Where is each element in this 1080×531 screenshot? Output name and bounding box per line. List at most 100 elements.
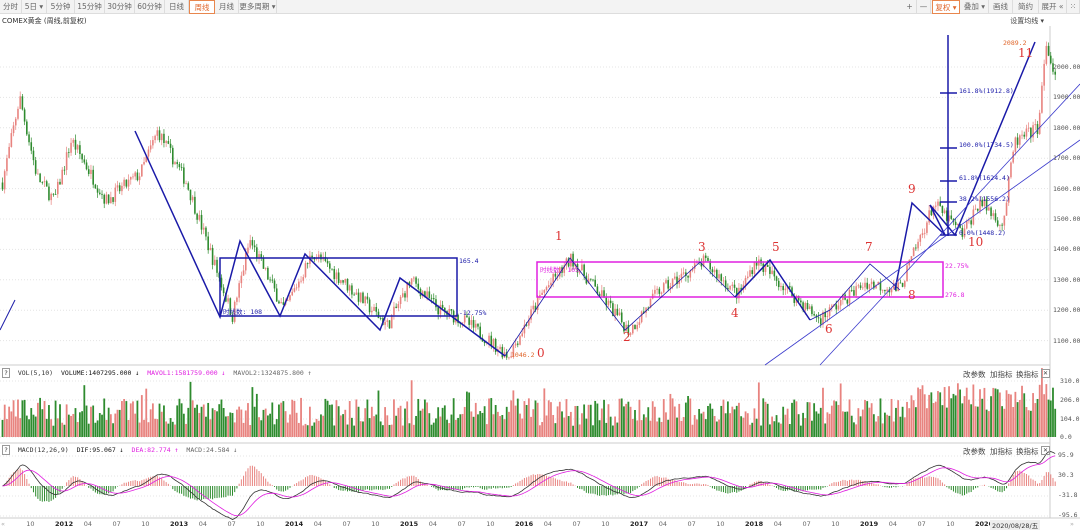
volume-bar (726, 401, 729, 437)
overlay-dropdown[interactable]: 叠加 ▾ (961, 0, 989, 14)
x-axis-label: 04 (543, 520, 553, 528)
candle (1010, 161, 1012, 179)
volume-bar (275, 419, 278, 437)
volume-bar (534, 400, 537, 437)
candle (56, 178, 59, 198)
period-tab-3[interactable]: 15分钟 (75, 0, 105, 14)
zoom-in-button[interactable]: + (903, 0, 917, 14)
close-panel-button[interactable]: ✕ (1041, 369, 1051, 378)
candle (868, 283, 871, 294)
macd-name: MACD(12,26,9) (17, 446, 69, 454)
simple-mode-button[interactable]: 简约 (1013, 0, 1039, 14)
toolbar: 分时 5日 ▾ 5分钟 15分钟 30分钟 60分钟 日线 周线 月线 更多周期 ▾ + — 复权… (0, 0, 1080, 14)
help-icon[interactable]: ? (2, 368, 10, 378)
candle (645, 307, 647, 318)
candle (222, 284, 225, 297)
period-tab-0[interactable]: 分时 (0, 0, 22, 14)
switch-indicator-button[interactable]: 换指标 (1016, 370, 1039, 379)
volume-bar (961, 403, 964, 437)
candle (656, 286, 658, 295)
low-label: 1046.2 (511, 351, 535, 359)
macd-value: MACD:24.584 ↓ (186, 446, 238, 454)
set-ma-button[interactable]: 设置均线 ▾ (1010, 17, 1044, 25)
volume-bar (696, 419, 698, 437)
period-tab-2[interactable]: 5分钟 (47, 0, 75, 14)
scroll-right-button[interactable]: » (1070, 520, 1074, 528)
volume-bar (855, 424, 858, 437)
candle (1027, 122, 1030, 132)
candle (353, 292, 355, 296)
volume-bar (185, 423, 187, 437)
candle (21, 93, 24, 111)
volume-bar (435, 418, 437, 437)
period-tab-1[interactable]: 5日 ▾ (22, 0, 47, 14)
volume-bar (331, 404, 333, 437)
candle (910, 256, 913, 262)
volume-bar (169, 418, 172, 437)
volume-bar (941, 405, 944, 437)
candle (94, 183, 97, 189)
volume-bar (121, 401, 123, 437)
help-icon[interactable]: ? (2, 445, 10, 455)
candle (428, 286, 431, 299)
volume-bar (289, 414, 291, 437)
candle (123, 177, 125, 189)
candle (52, 193, 55, 197)
volume-bar (468, 392, 471, 437)
edit-params-button[interactable]: 改参数 (963, 447, 986, 456)
edit-params-button[interactable]: 改参数 (963, 370, 986, 379)
candle (651, 289, 654, 300)
period-tab-4[interactable]: 30分钟 (105, 0, 135, 14)
volume-bar (704, 419, 707, 437)
zoom-out-button[interactable]: — (917, 0, 931, 14)
draw-line-button[interactable]: 画线 (989, 0, 1013, 14)
add-indicator-button[interactable]: 加指标 (990, 370, 1013, 379)
volume-bar (956, 383, 959, 437)
close-panel-button[interactable]: ✕ (1041, 446, 1051, 455)
volume-bar (782, 406, 785, 437)
candle (631, 323, 634, 335)
candle (435, 295, 437, 311)
add-indicator-button[interactable]: 加指标 (990, 447, 1013, 456)
candle (355, 289, 358, 295)
candle (10, 128, 13, 148)
volume-bar (23, 399, 26, 437)
fuquan-dropdown[interactable]: 复权 ▾ (932, 0, 960, 14)
zigzag-line (0, 299, 16, 331)
volume-bar (189, 381, 192, 437)
candle (187, 181, 190, 191)
candle (618, 308, 621, 317)
period-tab-9[interactable]: 更多周期 ▾ (239, 0, 277, 14)
candle (194, 191, 196, 215)
volume-bar (381, 425, 384, 437)
candle (278, 299, 280, 305)
volume-bar (1047, 399, 1050, 437)
volume-bar (373, 416, 375, 437)
candle (373, 304, 375, 311)
candle (598, 291, 601, 297)
volume-bar (678, 403, 681, 437)
switch-indicator-button[interactable]: 换指标 (1016, 447, 1039, 456)
volume-bar (879, 398, 882, 437)
volume-bar (388, 424, 391, 437)
scroll-left-button[interactable]: « (1, 520, 5, 528)
volume-bar (512, 390, 515, 437)
candle (605, 293, 608, 311)
wave-label: 2 (623, 330, 631, 344)
volume-bar (589, 404, 592, 437)
dif-value: DIF:95.067 ↓ (76, 446, 124, 454)
candle (532, 300, 535, 313)
volume-bar (490, 398, 493, 437)
period-tab-7[interactable]: 周线 (189, 0, 215, 14)
period-tab-8[interactable]: 月线 (215, 0, 239, 14)
x-axis-label: 07 (457, 520, 466, 528)
period-tab-6[interactable]: 日线 (165, 0, 189, 14)
candle (125, 179, 128, 189)
period-tab-5[interactable]: 60分钟 (135, 0, 165, 14)
candle (850, 285, 853, 293)
volume-bar (415, 415, 417, 437)
expand-button[interactable]: 展开 « (1039, 0, 1067, 14)
x-axis-label: 07 (802, 520, 811, 528)
x-axis-label: 2019 (860, 520, 879, 528)
